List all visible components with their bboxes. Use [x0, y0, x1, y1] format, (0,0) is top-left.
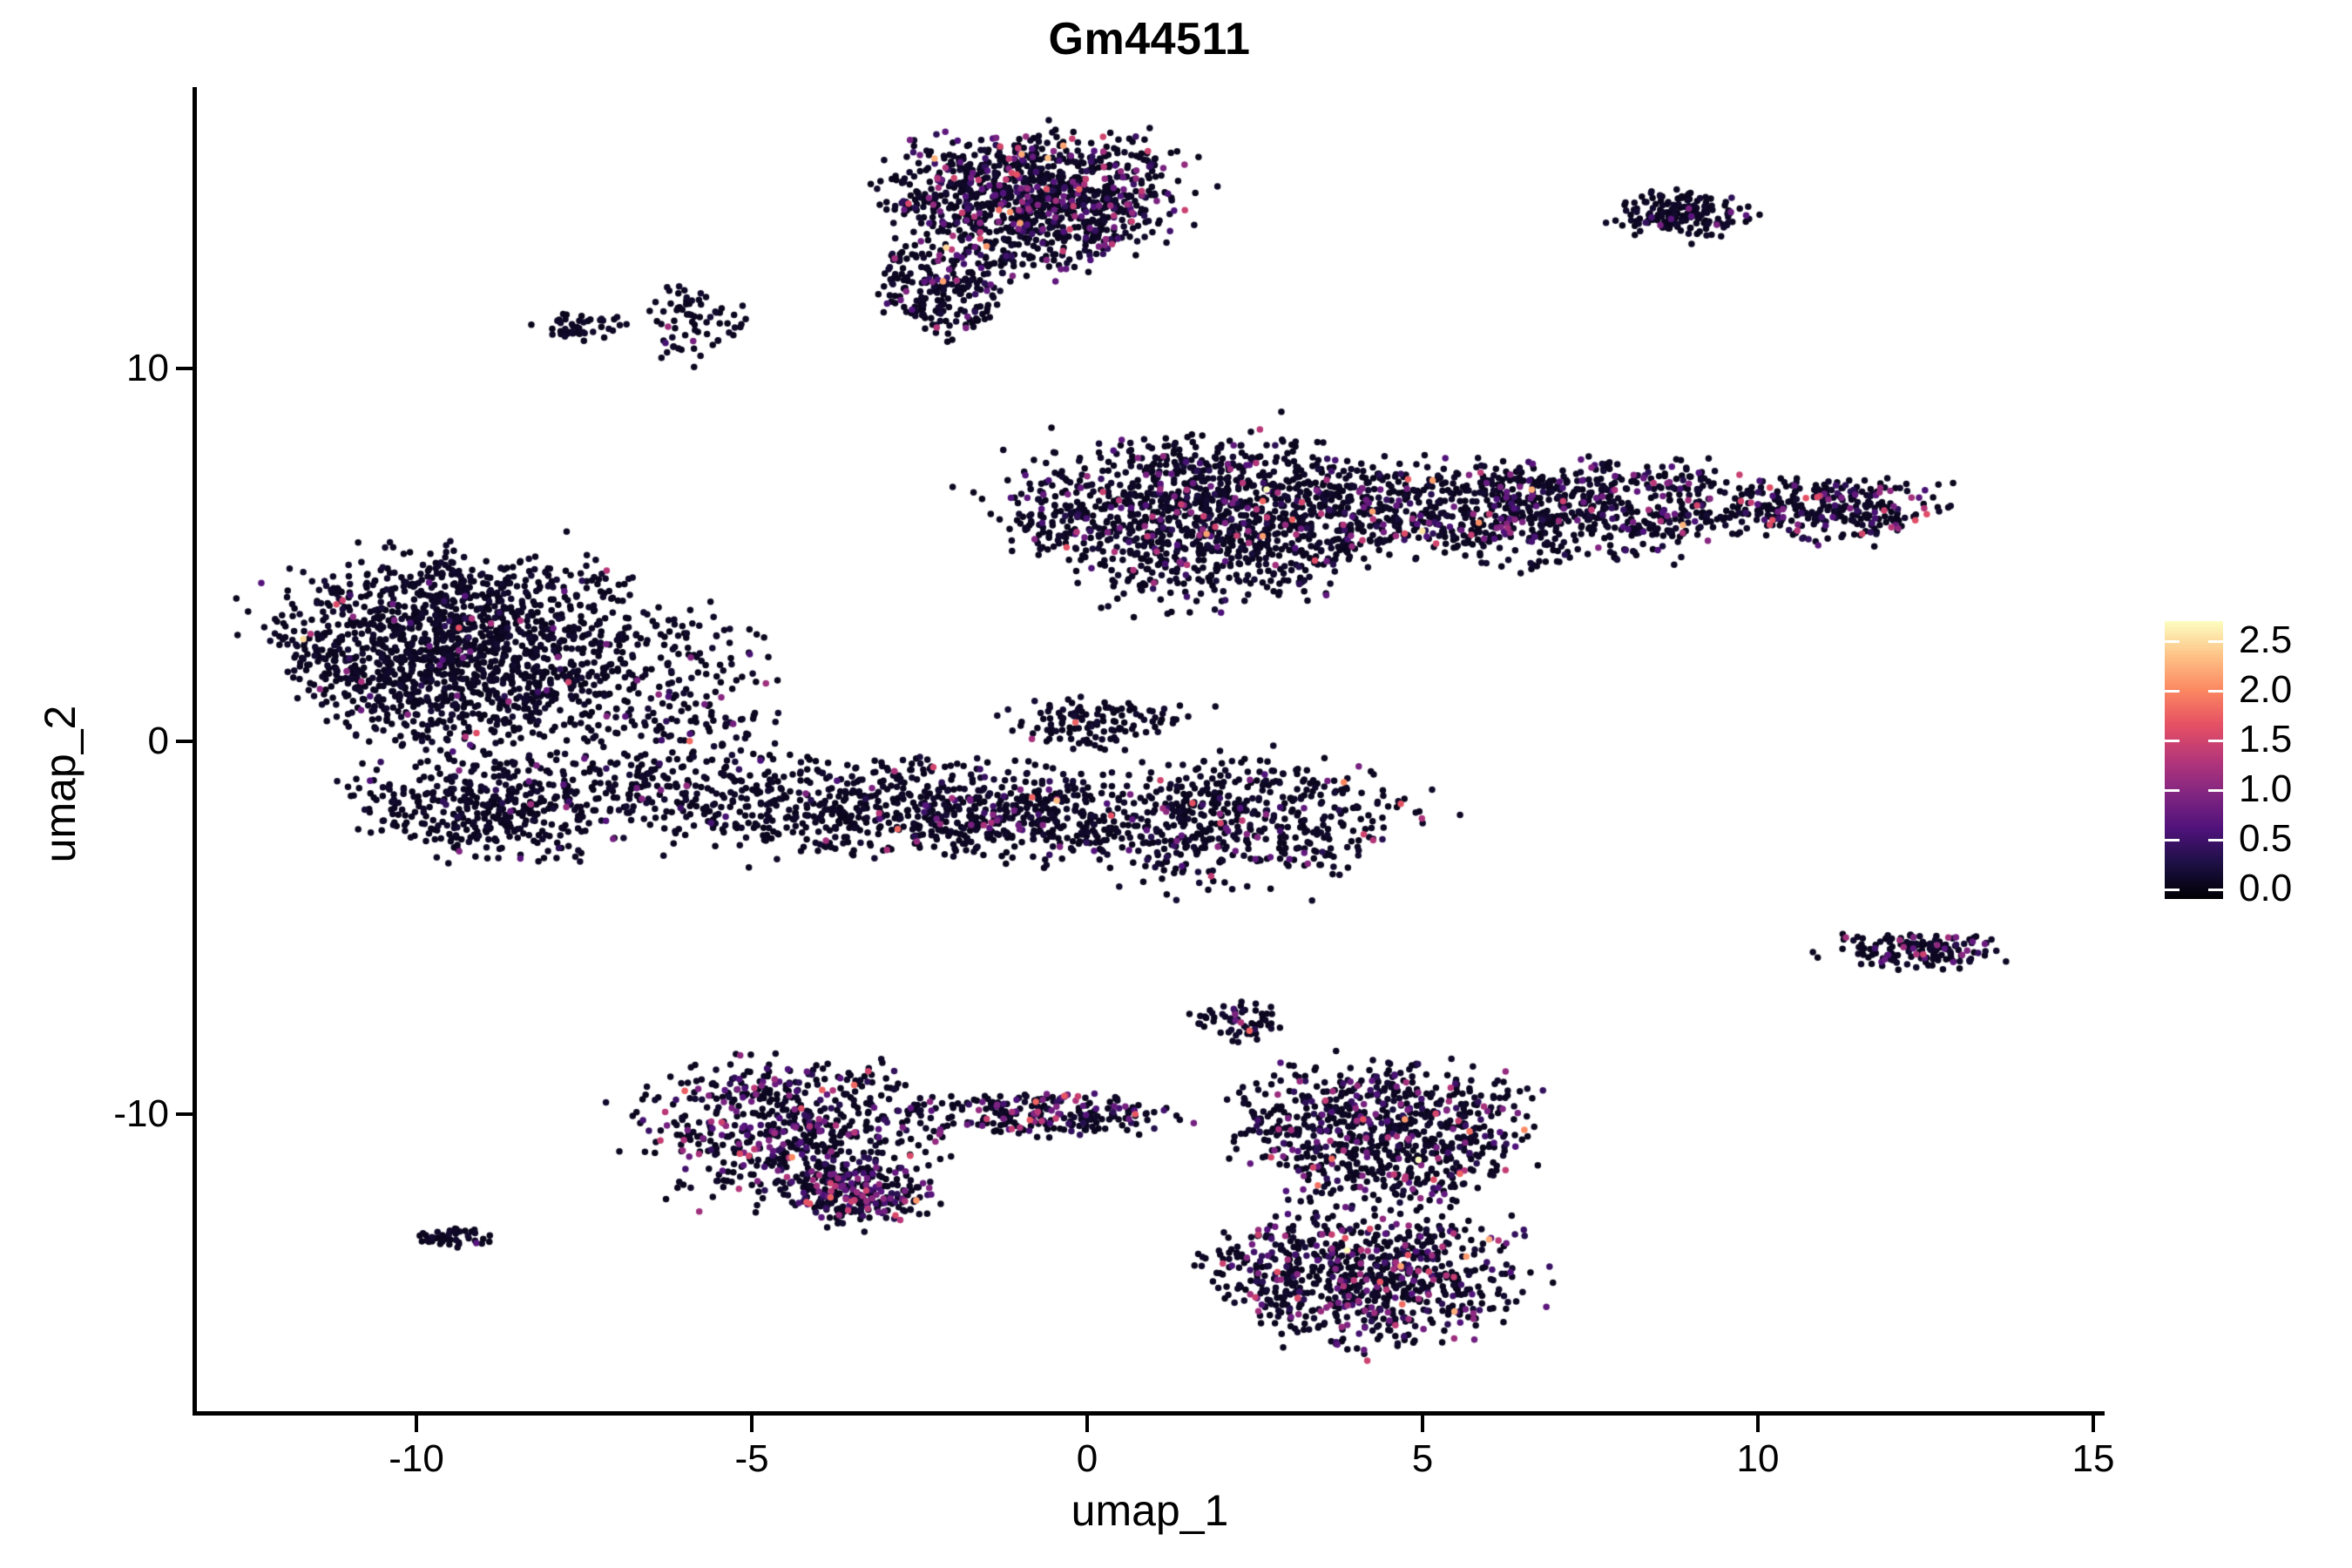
- x-tick-label: 0: [1076, 1437, 1098, 1480]
- y-tick-mark: [176, 367, 193, 370]
- legend-tick-label: 2.0: [2239, 668, 2293, 711]
- plot-panel: [195, 87, 2105, 1413]
- y-axis-title: umap_2: [36, 705, 84, 863]
- colorbar-tick: [2165, 839, 2180, 841]
- legend-tick-label: 1.0: [2239, 767, 2293, 810]
- colorbar-legend: 2.5 2.0 1.5 1.0 0.5 0.0: [2165, 618, 2339, 909]
- legend-tick-label: 0.0: [2239, 867, 2293, 909]
- x-tick-mark: [1421, 1416, 1424, 1432]
- colorbar-tick: [2165, 690, 2180, 693]
- x-tick-label: 5: [1411, 1437, 1434, 1480]
- colorbar-gradient: [2165, 621, 2223, 899]
- x-tick-mark: [415, 1416, 418, 1432]
- scatter-points-canvas: [195, 87, 2105, 1413]
- y-tick-label: 10: [126, 347, 169, 389]
- colorbar-tick: [2208, 839, 2223, 841]
- legend-tick-label: 1.5: [2239, 718, 2293, 760]
- colorbar-tick: [2165, 789, 2180, 792]
- y-axis-line: [193, 87, 197, 1415]
- colorbar-tick: [2208, 740, 2223, 742]
- x-axis-line: [193, 1411, 2105, 1416]
- colorbar-tick: [2165, 889, 2180, 891]
- x-tick-label: -10: [389, 1437, 444, 1480]
- x-tick-label: 15: [2072, 1437, 2115, 1480]
- y-tick-label: 0: [147, 720, 169, 762]
- legend-tick-label: 0.5: [2239, 817, 2293, 860]
- colorbar-tick: [2208, 789, 2223, 792]
- x-tick-mark: [1085, 1416, 1089, 1432]
- colorbar-tick: [2208, 690, 2223, 693]
- colorbar-tick: [2165, 740, 2180, 742]
- y-tick-mark: [176, 740, 193, 743]
- colorbar-tick: [2208, 640, 2223, 643]
- colorbar-tick: [2165, 640, 2180, 643]
- x-tick-mark: [1756, 1416, 1760, 1432]
- page-title: Gm44511: [1048, 14, 1251, 64]
- x-tick-mark: [750, 1416, 754, 1432]
- x-axis-title: umap_1: [1071, 1486, 1229, 1535]
- y-tick-label: -10: [113, 1092, 169, 1135]
- legend-tick-label: 2.5: [2239, 618, 2293, 661]
- x-tick-mark: [2092, 1416, 2095, 1432]
- x-tick-label: -5: [734, 1437, 769, 1480]
- x-tick-label: 10: [1736, 1437, 1780, 1480]
- y-tick-mark: [176, 1112, 193, 1116]
- colorbar-tick: [2208, 889, 2223, 891]
